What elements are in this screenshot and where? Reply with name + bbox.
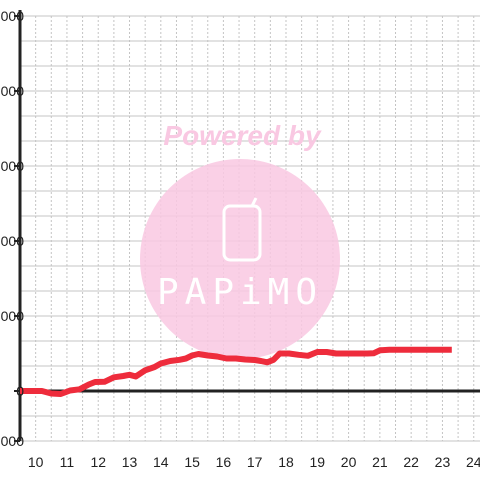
- x-tick-label: 12: [90, 454, 106, 470]
- x-tick-label: 16: [216, 454, 232, 470]
- x-tick-label: 18: [278, 454, 294, 470]
- x-tick-label: 21: [372, 454, 388, 470]
- phone-icon: [222, 197, 262, 262]
- tick-labels: -20,000 0 30,000 60,000 90,000 120,000 150,000…: [0, 8, 480, 470]
- x-tick-label: 20: [341, 454, 357, 470]
- y-tick-label: 150,000: [0, 8, 24, 24]
- x-tick-label: 11: [60, 454, 75, 470]
- x-tick-label: 23: [435, 454, 451, 470]
- x-tick-label: 19: [309, 454, 325, 470]
- phone-body: [222, 204, 262, 262]
- y-tick-label: 30,000: [0, 308, 24, 324]
- watermark-text: Powered by: [163, 120, 322, 151]
- axes: [14, 10, 480, 442]
- phone-antenna: [250, 197, 258, 207]
- x-tick-label: 14: [153, 454, 169, 470]
- y-tick-label: 0: [16, 383, 24, 399]
- x-tick-label: 17: [247, 454, 263, 470]
- watermark-brand: PAPiMO: [157, 272, 323, 313]
- y-tick-label: -20,000: [0, 433, 24, 449]
- x-tick-label: 22: [403, 454, 419, 470]
- y-tick-label: 120,000: [0, 83, 24, 99]
- watermark: Powered by PAPiMO: [140, 120, 340, 359]
- series-line: [20, 346, 452, 397]
- x-tick-label: 24: [466, 454, 480, 470]
- series-layer: [20, 346, 452, 397]
- y-tick-label: 90,000: [0, 158, 24, 174]
- x-tick-label: 10: [28, 454, 44, 470]
- y-tick-label: 60,000: [0, 233, 24, 249]
- x-tick-label: 15: [184, 454, 200, 470]
- x-tick-label: 13: [122, 454, 138, 470]
